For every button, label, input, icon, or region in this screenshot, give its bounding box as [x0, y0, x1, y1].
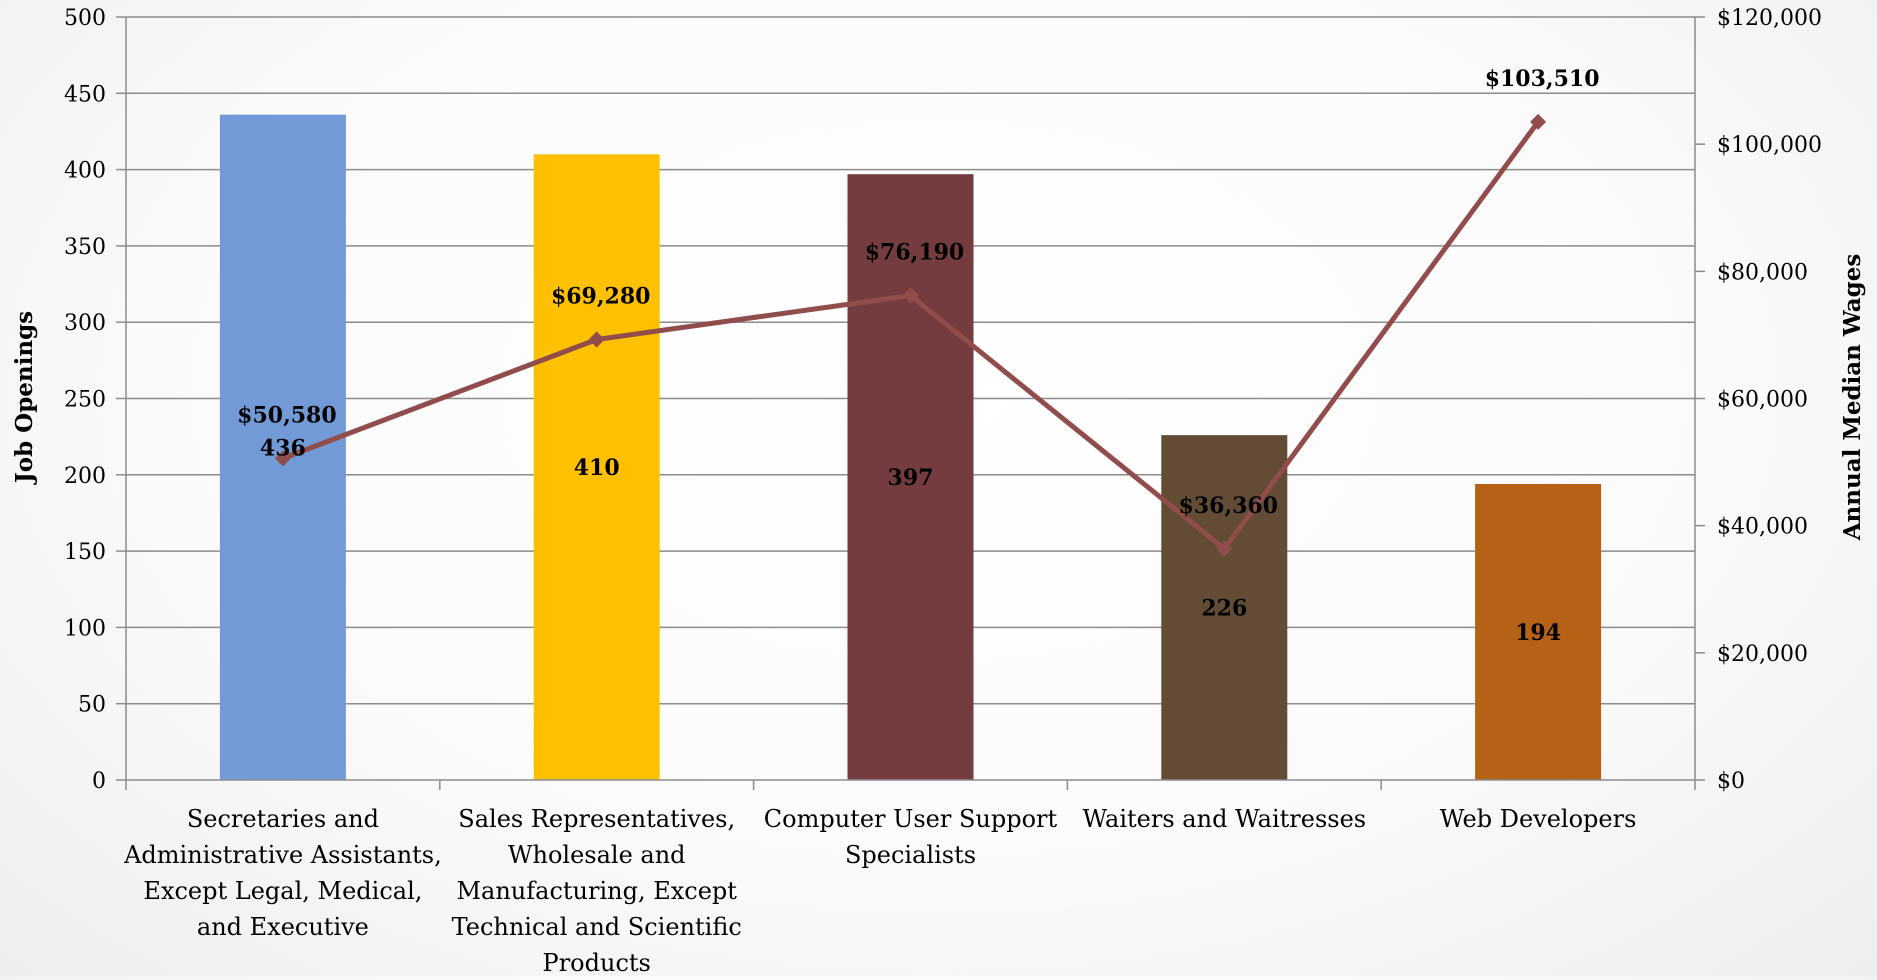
wage-marker — [588, 331, 605, 348]
y2-tick-label: $120,000 — [1717, 6, 1822, 31]
y2-axis-title: Annual Median Wages — [1839, 254, 1866, 542]
y2-tick-label: $0 — [1717, 769, 1745, 794]
wage-value-label: $50,580 — [237, 402, 337, 428]
bar — [219, 114, 346, 780]
category-label: Secretaries and — [187, 805, 379, 833]
wage-marker — [274, 450, 291, 467]
category-label: Technical and Scientific — [452, 913, 742, 941]
y2-tick-label: $100,000 — [1717, 133, 1822, 158]
bar-value-label: 397 — [888, 465, 934, 491]
category-label: Administrative Assistants, — [123, 841, 442, 869]
y-tick-label: 250 — [64, 388, 106, 413]
wage-value-label: $76,190 — [865, 240, 965, 266]
category-label: Wholesale and — [508, 841, 686, 869]
category-label: and Executive — [197, 913, 369, 941]
y-tick-label: 400 — [64, 159, 106, 184]
bar-value-label: 436 — [260, 435, 306, 461]
y-tick-label: 150 — [64, 540, 106, 565]
bar — [847, 174, 974, 781]
bar-value-label: 226 — [1201, 596, 1247, 622]
category-label: Specialists — [845, 841, 976, 869]
bar-value-label: 194 — [1515, 620, 1561, 646]
tick-labels: 0 50 100 150 200 250 300 350 400 450 500 $0 $20,000 $… — [64, 6, 1822, 794]
y-tick-label: 500 — [64, 6, 106, 31]
bar-value-label: 410 — [574, 455, 620, 481]
category-label: Sales Representatives, — [458, 805, 735, 833]
y-tick-label: 450 — [64, 82, 106, 107]
y-tick-label: 50 — [78, 693, 106, 718]
wage-value-label: $103,510 — [1485, 66, 1600, 92]
bars — [219, 114, 1602, 781]
bar — [533, 154, 660, 781]
y-tick-label: 0 — [92, 769, 106, 794]
category-label: Except Legal, Medical, — [143, 877, 422, 905]
data-labels: 436 410 397 226 194 $50,580 $69,280 $76,190 $36,… — [237, 66, 1599, 646]
category-label: Waiters and Waitresses — [1082, 805, 1366, 833]
wage-line — [274, 113, 1547, 557]
y-tick-label: 300 — [64, 311, 106, 336]
wage-value-label: $36,360 — [1179, 493, 1279, 519]
y-tick-label: 200 — [64, 464, 106, 489]
wage-marker — [1216, 540, 1233, 557]
y2-tick-label: $80,000 — [1717, 260, 1808, 285]
wage-marker — [1530, 113, 1547, 130]
wage-marker — [902, 287, 919, 304]
axes — [116, 16, 1705, 790]
bar — [1475, 483, 1602, 780]
y2-tick-label: $60,000 — [1717, 388, 1808, 413]
y-axis-title: Job Openings — [11, 311, 38, 485]
y-tick-label: 100 — [64, 616, 106, 641]
category-labels: Secretaries and Administrative Assistants… — [123, 805, 1637, 977]
category-label: Web Developers — [1440, 805, 1637, 833]
wage-value-label: $69,280 — [551, 283, 651, 309]
category-label: Manufacturing, Except — [456, 877, 737, 905]
y2-tick-label: $40,000 — [1717, 515, 1808, 540]
category-label: Computer User Support — [764, 805, 1058, 833]
y-tick-label: 350 — [64, 235, 106, 260]
y2-tick-label: $20,000 — [1717, 642, 1808, 667]
category-label: Products — [543, 949, 651, 976]
